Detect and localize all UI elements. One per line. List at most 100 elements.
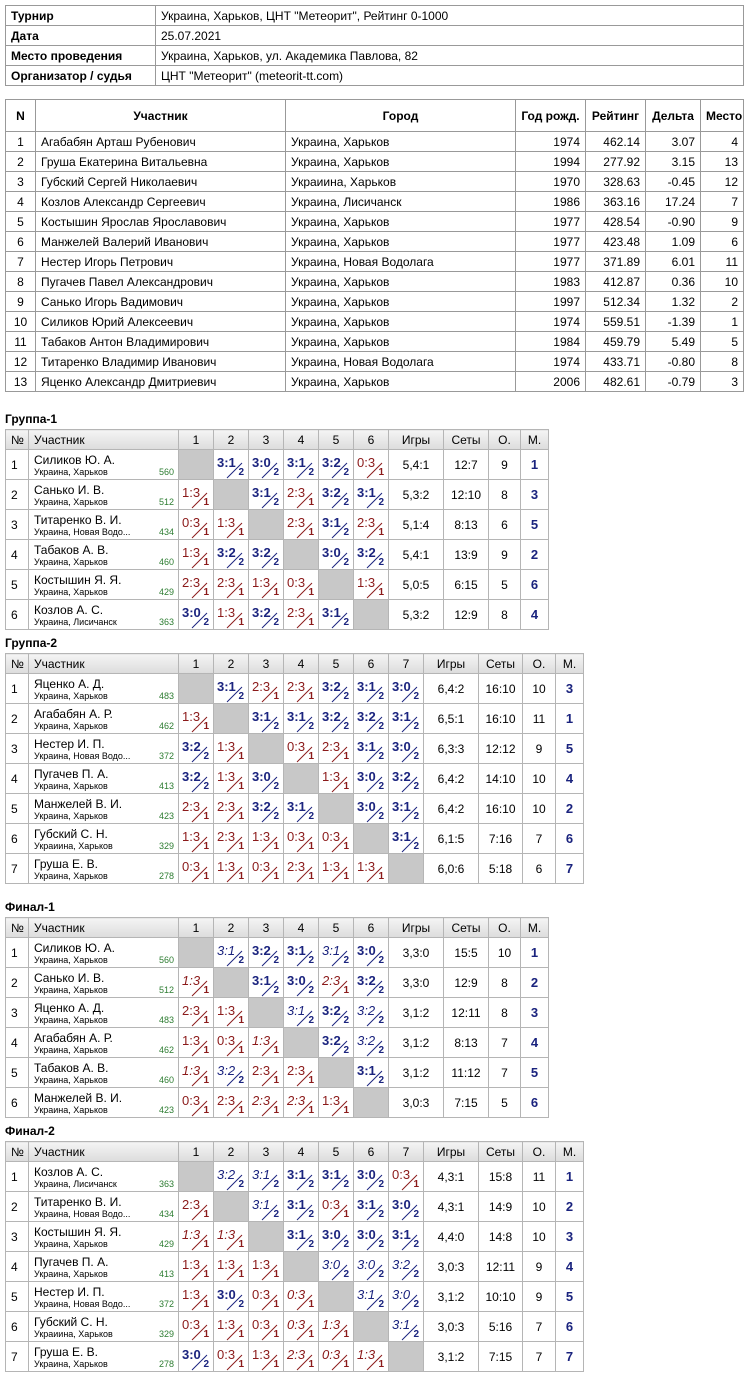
slash-line: [261, 806, 278, 823]
row-number: 6: [5, 1087, 29, 1118]
slash: [401, 836, 418, 853]
column-header: 7: [388, 653, 424, 674]
participant-cell: Агабабян Арташ Рубенович: [35, 131, 286, 152]
match-points: 2: [238, 1299, 244, 1310]
participant-rating: 462: [158, 721, 174, 731]
slash-line: [191, 582, 208, 599]
slash: [261, 836, 278, 853]
participant-rating: 483: [158, 1015, 174, 1025]
result: 1:3 1: [320, 765, 353, 793]
score: 3:1: [322, 605, 341, 620]
score: 1:3: [252, 575, 271, 590]
result: 3:0 2: [355, 1253, 388, 1281]
games: 6,1:5: [423, 823, 479, 854]
result-cell: 3:0 2: [353, 1251, 389, 1282]
result-cell: 1:3 1: [248, 1251, 284, 1282]
result-cell: 0:3 1: [283, 733, 319, 764]
group-row: 3 Яценко А. Д. Украина, Харьков 483 2:3 1 1:3 1…: [5, 997, 549, 1028]
slash-line: [296, 980, 313, 997]
match-points: 1: [343, 1105, 349, 1116]
score: 3:1: [287, 1197, 306, 1212]
participant: Нестер И. П. Украина, Новая Водо... 372: [30, 735, 178, 763]
row-number: 1: [5, 673, 29, 704]
slash-line: [331, 980, 348, 997]
result: 1:3 1: [355, 571, 388, 599]
slash: [261, 1204, 278, 1221]
slash: [296, 1174, 313, 1191]
result-cell: 3:1 2: [388, 703, 424, 734]
info-value: ЦНТ "Метеорит" (meteorit-tt.com): [155, 65, 744, 86]
result: 2:3 1: [285, 601, 318, 629]
slash-line: [261, 950, 278, 967]
row-number: 7: [5, 853, 29, 884]
place: 4: [555, 763, 584, 794]
result-cell: 3:1 2: [213, 449, 249, 480]
result: 2:3 1: [285, 855, 318, 883]
score: 3:2: [322, 679, 341, 694]
score: 3:1: [287, 455, 306, 470]
place: 6: [520, 569, 549, 600]
participant: Силиков Ю. А. Украина, Харьков 560: [30, 939, 178, 967]
match-points: 2: [378, 1299, 384, 1310]
points: 6: [488, 509, 521, 540]
match-points: 1: [413, 1179, 419, 1190]
participant-rating: 413: [158, 781, 174, 791]
score: 2:3: [217, 799, 236, 814]
row-number: 4: [5, 1251, 29, 1282]
match-points: 1: [203, 1075, 209, 1086]
match-points: 1: [238, 781, 244, 792]
participant-cell: Груша Е. В. Украина, Харьков 278: [28, 853, 179, 884]
participant-row: 2 Груша Екатерина Витальевна Украина, Харь…: [5, 151, 744, 172]
column-header: 5: [318, 429, 354, 450]
score: 1:3: [182, 709, 201, 724]
points: 8: [488, 997, 521, 1028]
slash-line: [226, 836, 243, 853]
slash-line: [296, 1174, 313, 1191]
slash: [296, 1070, 313, 1087]
score: 3:1: [357, 739, 376, 754]
slash-line: [401, 746, 418, 763]
points: 10: [522, 763, 556, 794]
score: 2:3: [287, 679, 306, 694]
slash: [366, 980, 383, 997]
place: 3: [555, 673, 584, 704]
participant-cell: 8: [700, 351, 744, 372]
slash-line: [226, 1040, 243, 1057]
column-header: 5: [318, 917, 354, 938]
score: 1:3: [357, 1347, 376, 1362]
slash-line: [401, 1264, 418, 1281]
column-header: Город: [285, 99, 516, 132]
result: 3:1 2: [390, 825, 423, 853]
participant-city: Украина, Харьков: [34, 721, 108, 731]
result-cell: 0:3 1: [318, 1341, 354, 1372]
participant-cell: 328.63: [585, 171, 646, 192]
participant-cell: Губский Сергей Николаевич: [35, 171, 286, 192]
score: 3:0: [357, 943, 376, 958]
result-cell: [213, 1191, 249, 1222]
slash: [261, 866, 278, 883]
slash: [261, 980, 278, 997]
slash: [331, 492, 348, 509]
result-cell: 0:3 1: [283, 569, 319, 600]
column-header: Рейтинг: [585, 99, 646, 132]
result: 3:1 2: [215, 675, 248, 703]
participant-name: Губский С. Н.: [34, 1315, 108, 1329]
match-points: 1: [238, 527, 244, 538]
games: 3,1:2: [388, 1027, 444, 1058]
result-cell: 2:3 1: [178, 997, 214, 1028]
result: 3:0 2: [320, 541, 353, 569]
score: 2:3: [217, 575, 236, 590]
match-points: 2: [308, 811, 314, 822]
column-header: Игры: [423, 653, 479, 674]
score: 3:1: [252, 1167, 271, 1182]
slash: [331, 950, 348, 967]
score: 3:1: [252, 709, 271, 724]
result-cell: 2:3 1: [283, 599, 319, 630]
participant-cell: Нестер И. П. Украина, Новая Водо... 372: [28, 733, 179, 764]
slash-line: [296, 1354, 313, 1371]
slash: [226, 612, 243, 629]
row-number: 6: [5, 1311, 29, 1342]
score: 1:3: [217, 515, 236, 530]
participant-name: Санько И. В.: [34, 971, 105, 985]
participant-rating: 429: [158, 587, 174, 597]
